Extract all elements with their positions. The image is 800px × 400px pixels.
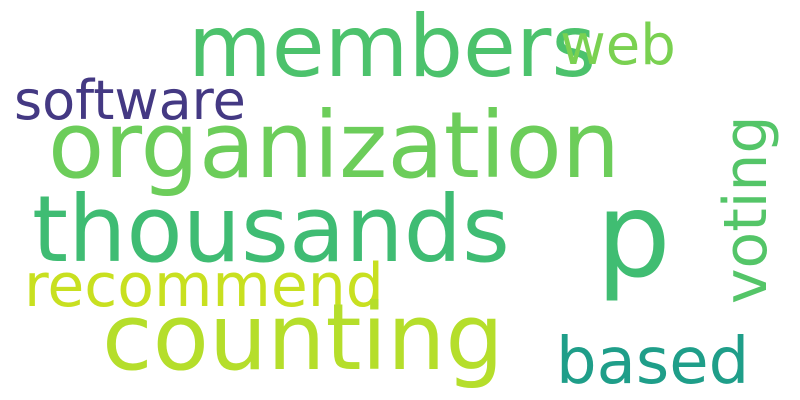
word-organization: organization <box>48 92 621 199</box>
word-voting: voting <box>711 115 781 304</box>
word-p: p <box>596 166 671 304</box>
word-recommend: recommend <box>24 251 384 321</box>
word-web: web <box>560 13 676 78</box>
word-software: software <box>14 69 246 132</box>
word-based: based <box>556 325 750 399</box>
word-counting: counting <box>102 284 504 391</box>
word-members: members <box>188 0 597 97</box>
word-thousands: thousands <box>32 176 510 283</box>
